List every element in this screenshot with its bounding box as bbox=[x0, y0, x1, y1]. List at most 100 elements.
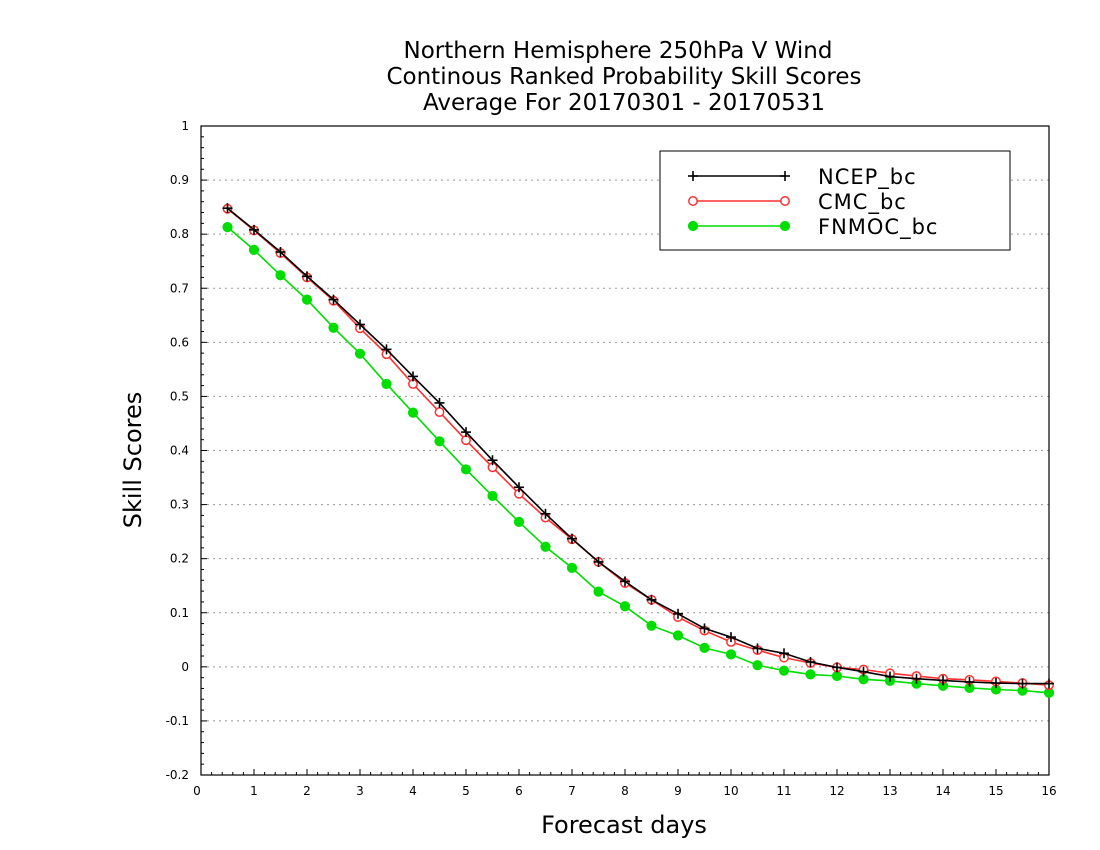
series-ncep-bc-point bbox=[461, 427, 471, 438]
series-fnmoc-bc-point bbox=[566, 562, 578, 573]
x-tick-label: 8 bbox=[621, 784, 629, 798]
series-ncep-bc-point bbox=[885, 671, 895, 682]
legend-fnmoc-bc-start-point bbox=[687, 220, 699, 232]
y-tick-label: 0.1 bbox=[170, 606, 189, 620]
x-tick-label: 1 bbox=[250, 784, 258, 798]
series-fnmoc-bc-point bbox=[381, 378, 392, 390]
x-tick-label: 0 bbox=[193, 784, 201, 798]
chart-title-line-3: Average For 20170301 - 20170531 bbox=[423, 90, 825, 116]
y-tick-label: 0.6 bbox=[170, 335, 189, 349]
series-ncep-bc-point bbox=[752, 643, 763, 654]
series-ncep-bc-point bbox=[249, 224, 259, 235]
series-cmc-bc-line bbox=[226, 208, 1050, 686]
series-ncep-bc-point bbox=[355, 319, 365, 330]
series-fnmoc-bc-point bbox=[434, 436, 445, 447]
series-fnmoc-bc-point bbox=[513, 516, 525, 527]
series-ncep-bc-point bbox=[726, 632, 736, 643]
series-fnmoc-bc-point bbox=[460, 464, 472, 475]
series-ncep-bc-point bbox=[434, 397, 445, 408]
y-tick-label: 0.4 bbox=[170, 444, 189, 458]
x-tick-label: 9 bbox=[674, 784, 682, 798]
y-tick-label: -0.2 bbox=[166, 768, 189, 782]
legend-fnmoc-bc-end-point bbox=[779, 220, 791, 232]
x-tick-label: 2 bbox=[303, 784, 311, 798]
series-fnmoc-bc-point bbox=[672, 630, 684, 641]
series-fnmoc-bc-point bbox=[619, 601, 631, 612]
series-ncep-bc-point bbox=[779, 648, 789, 659]
series-fnmoc-bc-point bbox=[699, 642, 710, 654]
series-fnmoc-bc-point bbox=[646, 620, 657, 631]
series-fnmoc-bc-point bbox=[407, 407, 419, 418]
series-ncep-bc-point bbox=[1044, 678, 1054, 689]
series-fnmoc-bc-point bbox=[805, 669, 816, 680]
series-ncep-bc-point bbox=[699, 623, 710, 634]
series-ncep-bc-point bbox=[805, 656, 816, 667]
grid bbox=[201, 179, 1049, 722]
y-axis-ticks: -0.2 -0.1 0 0.1 0.2 0.3 0.4 0.5 0.6 0.7 0.8 0.9 1 bbox=[166, 119, 207, 782]
x-tick-label: 3 bbox=[356, 784, 364, 798]
series-fnmoc-bc-point bbox=[725, 649, 737, 660]
x-tick-label: 11 bbox=[776, 784, 791, 798]
series-ncep-bc-point bbox=[567, 533, 577, 544]
series-fnmoc-bc-line bbox=[226, 226, 1050, 694]
series-fnmoc-bc-point bbox=[301, 294, 313, 305]
series-ncep-bc bbox=[222, 203, 1054, 689]
x-axis-title: Forecast days bbox=[541, 811, 707, 839]
series-ncep-bc-point bbox=[1017, 678, 1028, 689]
legend-cmc-bc-start-point bbox=[688, 196, 698, 206]
x-tick-label: 12 bbox=[829, 784, 844, 798]
x-tick-label: 7 bbox=[568, 784, 576, 798]
series-ncep-bc-point bbox=[858, 666, 869, 677]
x-tick-label: 16 bbox=[1041, 784, 1056, 798]
series-ncep-bc-point bbox=[514, 482, 524, 493]
x-tick-label: 10 bbox=[723, 784, 738, 798]
y-tick-label: 0.7 bbox=[170, 281, 189, 295]
series-ncep-bc-line bbox=[226, 207, 1049, 685]
series-ncep-bc-point bbox=[964, 676, 975, 687]
series-fnmoc-bc bbox=[222, 222, 1055, 698]
series-ncep-bc-point bbox=[911, 673, 922, 684]
series-ncep-bc-point bbox=[540, 508, 551, 519]
legend-ncep-bc-label: NCEP_bc bbox=[818, 165, 917, 190]
series-ncep-bc-point bbox=[487, 455, 498, 466]
x-tick-label: 14 bbox=[935, 784, 950, 798]
legend-fnmoc-bc-label: FNMOC_bc bbox=[818, 215, 938, 240]
legend-ncep-bc-start-point bbox=[688, 171, 698, 181]
y-axis-title: Skill Scores bbox=[119, 392, 147, 529]
y-tick-label: 0.8 bbox=[170, 227, 189, 241]
legend-ncep-bc-end-point bbox=[780, 171, 790, 181]
series-ncep-bc-point bbox=[673, 608, 683, 619]
series-ncep-bc-point bbox=[832, 662, 842, 673]
legend-cmc-bc-end-point bbox=[780, 196, 790, 206]
x-tick-label: 4 bbox=[409, 784, 417, 798]
series-ncep-bc-point bbox=[938, 675, 948, 686]
series-ncep-bc-point bbox=[991, 678, 1001, 689]
chart-title-line-2: Continous Ranked Probability Skill Score… bbox=[386, 64, 861, 90]
y-tick-label: 0 bbox=[181, 660, 189, 674]
chart-title: Northern Hemisphere 250hPa V Wind Contin… bbox=[386, 38, 861, 116]
series-fnmoc-bc-point bbox=[752, 660, 763, 671]
series-fnmoc-bc-point bbox=[275, 270, 286, 281]
series-ncep-bc-point bbox=[275, 247, 286, 258]
series-cmc-bc-point bbox=[434, 407, 445, 418]
y-tick-label: 0.2 bbox=[170, 552, 189, 566]
series-fnmoc-bc-point bbox=[354, 348, 366, 359]
y-tick-label: 0.5 bbox=[170, 389, 189, 403]
series-cmc-bc-point bbox=[461, 435, 471, 446]
series-fnmoc-bc-point bbox=[540, 541, 551, 552]
series-fnmoc-bc-point bbox=[831, 670, 843, 682]
x-axis-ticks: 0 1 2 3 4 5 6 7 8 9 10 11 12 13 14 15 16 bbox=[193, 769, 1057, 798]
series-fnmoc-bc-point bbox=[778, 665, 790, 676]
series-fnmoc-bc-point bbox=[593, 586, 604, 597]
series-ncep-bc-point bbox=[222, 203, 233, 214]
x-tick-label: 5 bbox=[462, 784, 470, 798]
series-fnmoc-bc-point bbox=[328, 322, 339, 333]
series-ncep-bc-point bbox=[328, 294, 339, 305]
y-tick-label: 1 bbox=[181, 119, 189, 133]
series-fnmoc-bc-point bbox=[248, 244, 260, 255]
y-tick-label: 0.3 bbox=[170, 498, 189, 512]
chart-title-line-1: Northern Hemisphere 250hPa V Wind bbox=[404, 38, 833, 64]
x-tick-label: 6 bbox=[515, 784, 523, 798]
